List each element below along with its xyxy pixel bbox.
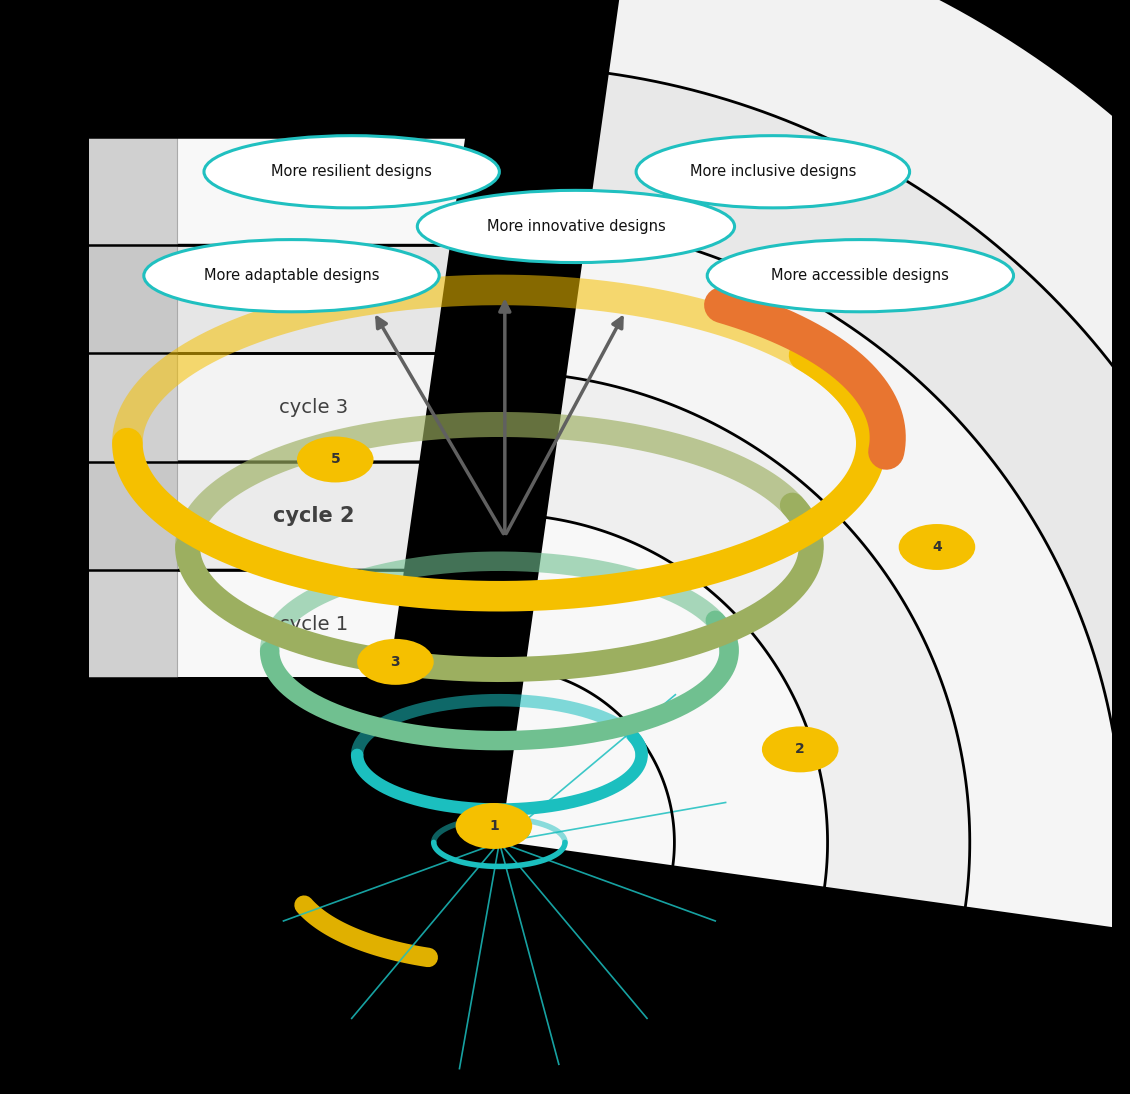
Polygon shape (89, 462, 420, 570)
Polygon shape (586, 73, 1130, 951)
Text: cycle 4: cycle 4 (272, 289, 354, 310)
Text: 5: 5 (330, 453, 340, 466)
Ellipse shape (297, 437, 374, 482)
Polygon shape (89, 462, 176, 570)
Polygon shape (89, 353, 436, 462)
Text: cycle 1: cycle 1 (279, 615, 348, 633)
Text: 3: 3 (391, 655, 400, 668)
Text: 2: 2 (796, 743, 805, 756)
Text: 4: 4 (932, 540, 941, 554)
Polygon shape (89, 245, 176, 353)
Polygon shape (89, 570, 176, 678)
Ellipse shape (357, 639, 434, 685)
Polygon shape (608, 0, 1130, 975)
Text: cycle 3: cycle 3 (279, 398, 348, 417)
Ellipse shape (455, 803, 532, 849)
Ellipse shape (762, 726, 838, 772)
Polygon shape (89, 353, 176, 462)
Ellipse shape (707, 240, 1014, 312)
Text: More accessible designs: More accessible designs (772, 268, 949, 283)
Text: More resilient designs: More resilient designs (271, 164, 432, 179)
Text: 1: 1 (489, 819, 498, 833)
Ellipse shape (417, 190, 734, 263)
Ellipse shape (636, 136, 910, 208)
Text: cycle 2: cycle 2 (272, 505, 354, 526)
Polygon shape (565, 225, 1123, 929)
Polygon shape (545, 376, 970, 908)
Polygon shape (89, 137, 467, 245)
Polygon shape (89, 137, 176, 245)
Polygon shape (89, 245, 451, 353)
Text: More innovative designs: More innovative designs (487, 219, 666, 234)
Ellipse shape (144, 240, 440, 312)
Text: cycle 5: cycle 5 (279, 182, 348, 200)
Polygon shape (523, 517, 827, 888)
Polygon shape (499, 0, 1130, 975)
Ellipse shape (898, 524, 975, 570)
Text: More adaptable designs: More adaptable designs (203, 268, 380, 283)
Ellipse shape (205, 136, 499, 208)
Polygon shape (89, 570, 406, 678)
Text: More inclusive designs: More inclusive designs (689, 164, 857, 179)
